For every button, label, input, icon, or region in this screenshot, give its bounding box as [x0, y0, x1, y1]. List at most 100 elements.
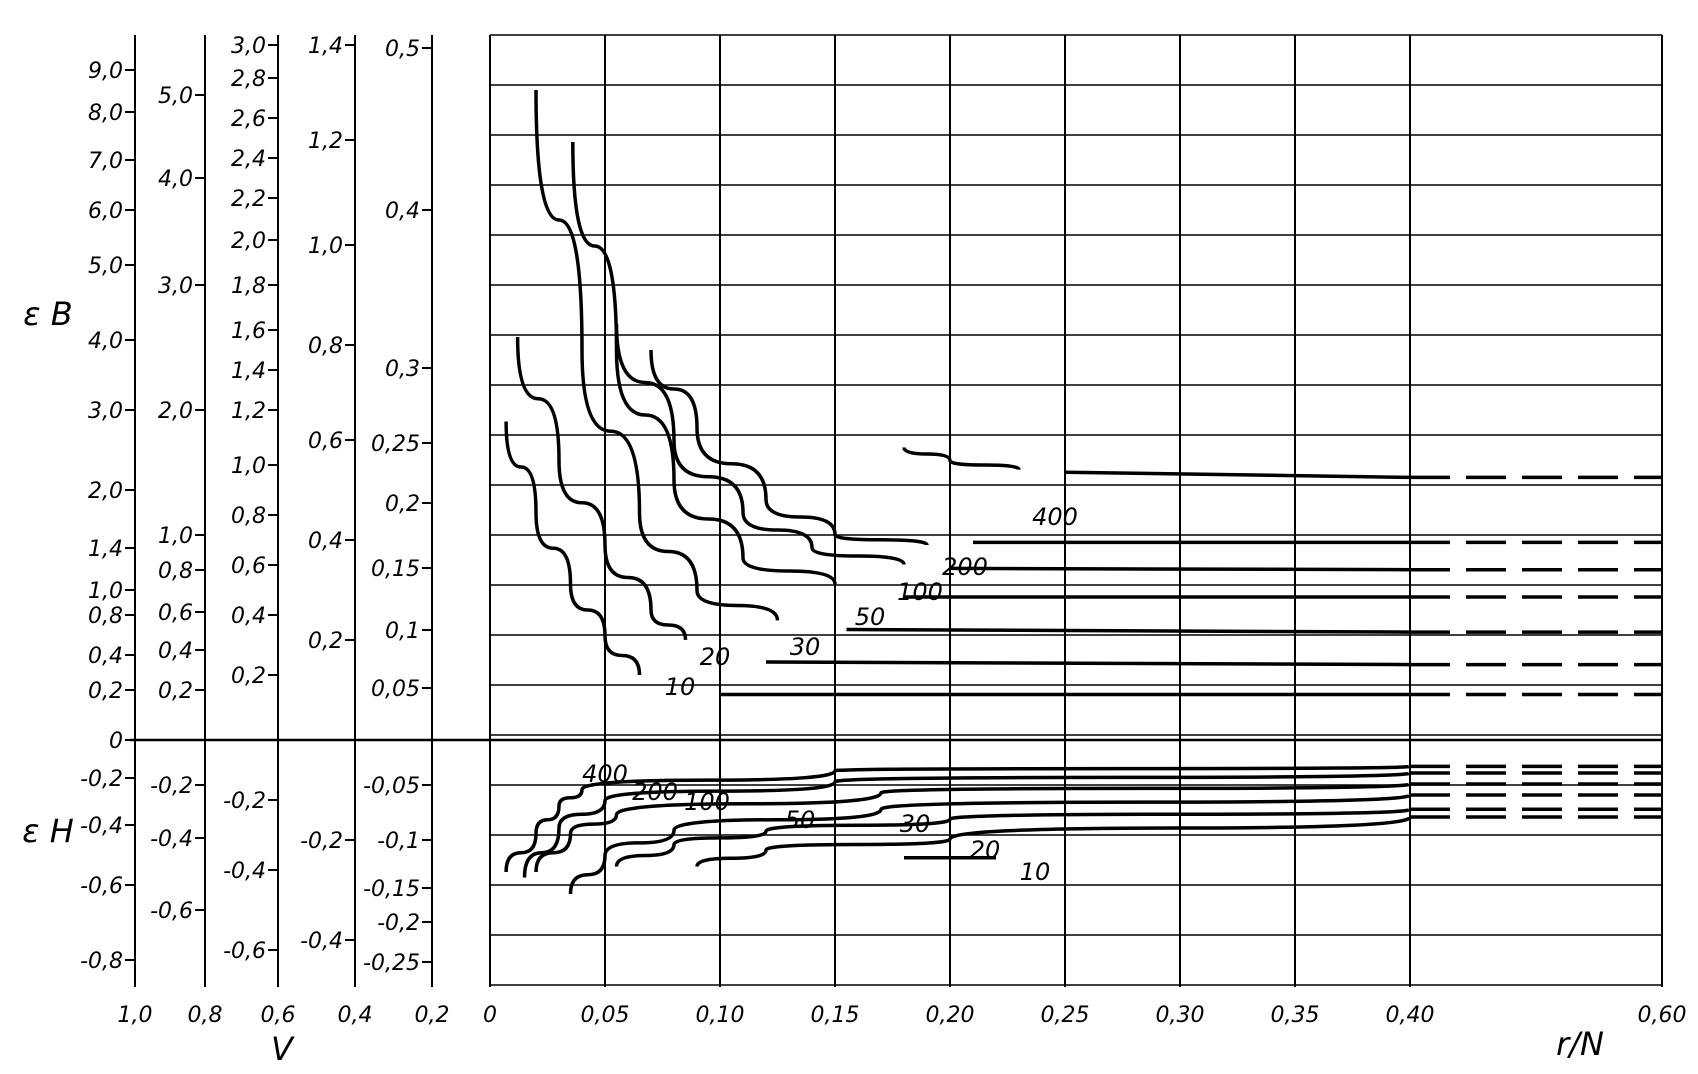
v-scale-label: -0,1 — [377, 829, 420, 854]
v-scale-label: 0,2 — [88, 679, 123, 704]
v-scale-label: 0,6 — [231, 554, 266, 579]
v-scale-label: 6,0 — [88, 199, 123, 224]
v-scale-label: 2,2 — [231, 187, 266, 212]
v-tick-label: 0,4 — [338, 1003, 373, 1028]
grid — [130, 34, 1663, 987]
series-line-upper-tail-10 — [1064, 470, 1411, 480]
v-scale-label: -0,4 — [80, 814, 123, 839]
v-scale-label: 0,4 — [88, 644, 123, 669]
curve-label-lower: 20 — [970, 836, 1001, 864]
x-tick-label: 0,35 — [1271, 1003, 1320, 1028]
curve-label-upper: 200 — [942, 553, 988, 581]
series-line-upper-tail-100 — [846, 627, 1411, 634]
x-tick-label: 0,30 — [1156, 1003, 1205, 1028]
v-scale-label: 1,0 — [231, 454, 266, 479]
v-scale-label: 0,2 — [231, 664, 266, 689]
v-scale-label: -0,2 — [150, 774, 193, 799]
series-curve-lower-400 — [504, 764, 1412, 873]
v-scale-label: 0,2 — [385, 492, 420, 517]
series-line-upper-tail-200 — [765, 660, 1411, 667]
v-scale-label: -0,4 — [150, 827, 193, 852]
v-scale-label: -0,4 — [300, 929, 343, 954]
series-curve-lower-50 — [568, 793, 1412, 895]
v-scale-label: 2,6 — [231, 107, 266, 132]
x-tick-label: 0,20 — [926, 1003, 975, 1028]
curve-label-lower: 400 — [582, 760, 628, 788]
series-curve-lower-100 — [534, 782, 1412, 873]
v-scale-label: -0,2 — [223, 789, 266, 814]
series-curve-upper-50 — [571, 141, 837, 585]
series-curve-upper-100 — [534, 89, 780, 621]
v-scale-label: 1,4 — [231, 359, 266, 384]
v-scale-label: -0,6 — [223, 939, 266, 964]
series-line-upper-tail-30 — [949, 566, 1411, 572]
v-scale-label: -0,8 — [80, 949, 123, 974]
curve-label-lower: 50 — [785, 806, 816, 834]
series-curve-lower-200 — [522, 771, 1412, 878]
v-scales — [125, 35, 433, 987]
curve-label-upper: 50 — [855, 603, 886, 631]
v-scale-label: 7,0 — [88, 149, 123, 174]
v-scale-label: 1,0 — [88, 579, 123, 604]
v-tick-label: 0,8 — [188, 1003, 223, 1028]
v-scale-label: -0,25 — [363, 951, 420, 976]
v-scale-label: 1,8 — [231, 274, 266, 299]
curve-label-upper: 100 — [897, 578, 943, 606]
curve-label-lower: 10 — [1020, 858, 1051, 886]
curve-label-upper: 400 — [1032, 503, 1078, 531]
series-curves — [504, 89, 1662, 895]
v-scale-label: 1,0 — [158, 524, 193, 549]
curve-label-lower: 30 — [900, 810, 931, 838]
series-curve-lower-30 — [614, 807, 1412, 867]
v-scale-label: 5,0 — [158, 84, 193, 109]
v-scale-label: 0,25 — [371, 432, 420, 457]
v-scale-label: 3,0 — [231, 34, 266, 59]
v-scale-label: 2,4 — [231, 147, 266, 172]
v-scale-label: -0,15 — [363, 877, 420, 902]
y-axis-upper-label: ε B — [23, 295, 72, 333]
v-scale-label: 1,4 — [88, 537, 123, 562]
curve-label-lower: 200 — [632, 778, 678, 806]
v-scale-label: 0,4 — [231, 604, 266, 629]
x-tick-label: 0 — [483, 1003, 497, 1028]
v-tick-label: 0,2 — [415, 1003, 450, 1028]
v-scale-label: 0,2 — [158, 679, 193, 704]
v-scale-label: 0,8 — [158, 559, 193, 584]
v-scale-label: 8,0 — [88, 101, 123, 126]
x-tick-label: 0,10 — [696, 1003, 745, 1028]
curve-label-lower: 100 — [684, 788, 730, 816]
v-scale-label: 4,0 — [88, 329, 123, 354]
series-curve-upper-20 — [649, 349, 929, 546]
series-curve-lower-20 — [695, 816, 1412, 867]
v-axis-label: V — [271, 1030, 295, 1068]
curve-label-upper: 30 — [790, 633, 821, 661]
x-tick-label: 0,25 — [1041, 1003, 1090, 1028]
v-scale-label: 0,4 — [308, 529, 343, 554]
v-scale-label: 0,8 — [231, 504, 266, 529]
v-scale-label: 0,4 — [385, 199, 420, 224]
x-tick-label: 0,15 — [811, 1003, 860, 1028]
v-scale-label: -0,2 — [300, 829, 343, 854]
v-scale-label: 0,8 — [88, 604, 123, 629]
v-scale-label: 0,6 — [308, 429, 343, 454]
v-scale-label: 3,0 — [158, 274, 193, 299]
curve-label-upper: 10 — [665, 673, 696, 701]
series-curve-upper-30 — [614, 323, 906, 566]
v-scale-label: 0,15 — [371, 557, 420, 582]
v-scale-label: -0,2 — [377, 911, 420, 936]
v-scale-label: -0,2 — [80, 767, 123, 792]
series-curve-upper-200 — [515, 336, 688, 641]
v-scale-label: 1,2 — [308, 129, 343, 154]
series-curve-upper-10 — [902, 447, 1021, 471]
v-scale-label: 1,6 — [231, 319, 266, 344]
curve-label-upper: 20 — [700, 643, 731, 671]
v-scale-label: 2,0 — [158, 399, 193, 424]
v-scale-label: 4,0 — [158, 167, 193, 192]
v-scale-label: 5,0 — [88, 254, 123, 279]
v-scale-label: 3,0 — [88, 399, 123, 424]
v-scale-label: 0,2 — [308, 629, 343, 654]
x-tick-label: 0,60 — [1638, 1003, 1687, 1028]
v-scale-label: -0,6 — [150, 899, 193, 924]
v-scale-label: 2,0 — [88, 479, 123, 504]
v-scale-label: 1,2 — [231, 399, 266, 424]
